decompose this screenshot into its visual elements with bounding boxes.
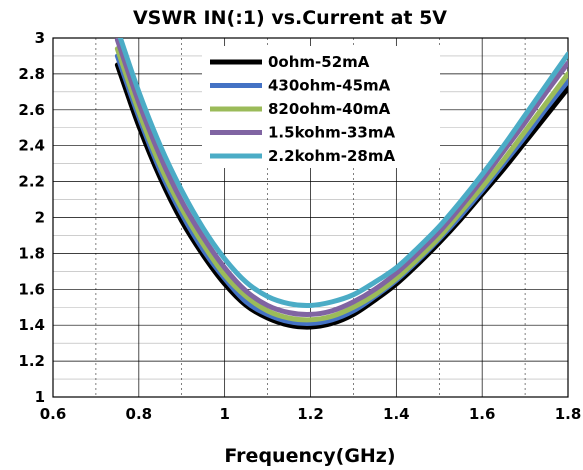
legend-label: 0ohm-52mA [268, 53, 370, 71]
y-tick-label: 2.8 [18, 65, 45, 83]
y-tick-label: 1.8 [18, 244, 45, 262]
x-tick-label: 1.4 [383, 405, 410, 423]
x-tick-label: 1 [219, 405, 229, 423]
legend-label: 1.5kohm-33mA [268, 124, 395, 142]
x-tick-label: 1.8 [555, 405, 582, 423]
series-layer [114, 38, 568, 330]
series-line-2 [114, 46, 568, 323]
x-tick-label: 0.8 [126, 405, 153, 423]
series-line-4 [117, 38, 568, 309]
x-tick-label: 1.2 [297, 405, 324, 423]
y-tick-label: 1.6 [18, 280, 45, 298]
legend-label: 2.2kohm-28mA [268, 147, 395, 165]
y-tick-label: 1.2 [18, 352, 45, 370]
legend-label: 430ohm-45mA [268, 77, 391, 95]
legend-label: 820ohm-40mA [268, 100, 391, 118]
x-axis-label: Frequency(GHz) [224, 445, 395, 467]
chart-title: VSWR IN(:1) vs.Current at 5V [133, 7, 447, 29]
x-tick-label: 1.6 [469, 405, 496, 423]
plot-area-border [52, 37, 569, 398]
tick-labels: 1 1.2 1.4 1.6 1.8 2 2.2 2.4 2.6 2.8 3 0.6 0.8 1 1.2 1.4… [18, 29, 581, 423]
y-tick-label: 2.6 [18, 101, 45, 119]
y-tick-label: 2.2 [18, 173, 45, 191]
series-line-3 [114, 38, 568, 318]
y-tick-label: 1.4 [18, 316, 45, 334]
legend: 0ohm-52mA 430ohm-45mA 820ohm-40mA 1.5kohm-3… [202, 46, 440, 168]
y-tick-label: 2.4 [18, 137, 45, 155]
y-tick-label: 1 [35, 388, 45, 406]
x-tick-label: 0.6 [40, 405, 67, 423]
y-tick-label: 2 [35, 209, 45, 227]
series-line-0 [114, 62, 568, 330]
y-tick-label: 3 [35, 29, 45, 47]
